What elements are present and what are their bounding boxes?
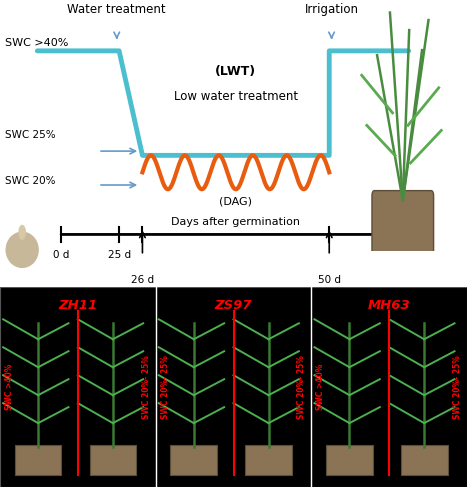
Text: SWC 20%- 25%: SWC 20%- 25% xyxy=(142,355,151,419)
Text: Irrigation: Irrigation xyxy=(304,3,359,16)
Bar xyxy=(170,445,217,475)
Text: SWC 20%- 25%: SWC 20%- 25% xyxy=(161,355,170,419)
Text: SWC >40%: SWC >40% xyxy=(5,38,68,48)
Bar xyxy=(90,445,136,475)
Text: MH63: MH63 xyxy=(368,300,410,312)
Text: 25 d: 25 d xyxy=(107,250,131,260)
Text: (LWT): (LWT) xyxy=(215,65,256,78)
Text: Low water treatment: Low water treatment xyxy=(174,91,298,103)
Text: 50 d: 50 d xyxy=(318,276,341,285)
Text: 26 d: 26 d xyxy=(131,276,154,285)
FancyBboxPatch shape xyxy=(372,190,434,256)
Text: ZH11: ZH11 xyxy=(58,300,98,312)
Text: SWC 25%: SWC 25% xyxy=(5,130,55,140)
Text: Days after germination: Days after germination xyxy=(171,217,300,227)
Ellipse shape xyxy=(19,225,25,239)
Bar xyxy=(15,445,62,475)
Text: SWC 20%- 25%: SWC 20%- 25% xyxy=(453,355,462,419)
Bar xyxy=(326,445,373,475)
Text: (DAG): (DAG) xyxy=(219,197,252,207)
Text: ZS97: ZS97 xyxy=(215,300,252,312)
Text: SWC 20%- 25%: SWC 20%- 25% xyxy=(297,355,306,419)
Bar xyxy=(245,445,292,475)
Bar xyxy=(156,287,311,487)
Text: SWC 20%: SWC 20% xyxy=(5,176,55,187)
Text: SWC >40%: SWC >40% xyxy=(5,364,14,411)
Bar xyxy=(401,445,447,475)
Text: SWC >40%: SWC >40% xyxy=(316,364,325,411)
Text: 0 d: 0 d xyxy=(52,250,69,260)
Text: Seed germination: Seed germination xyxy=(12,319,105,329)
Bar xyxy=(0,287,156,487)
Ellipse shape xyxy=(6,232,38,267)
Text: Water treatment: Water treatment xyxy=(67,3,166,16)
Bar xyxy=(311,287,467,487)
